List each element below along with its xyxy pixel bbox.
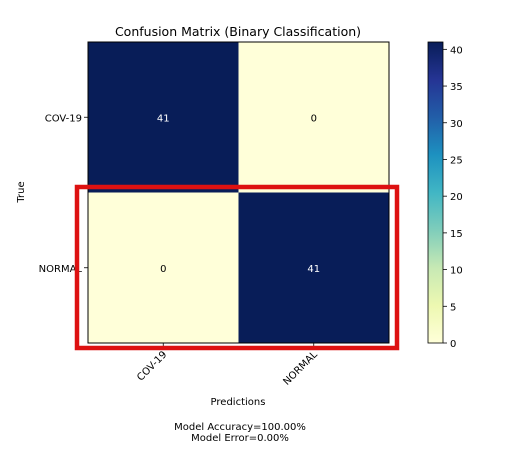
highlight-box: [74, 184, 400, 351]
heatmap-cell: [238, 192, 389, 343]
model-accuracy: Model Accuracy=100.00%: [174, 422, 306, 433]
colorbar-tick-label: 15: [450, 229, 463, 240]
cell-annotations: 41 0 0 41: [157, 113, 320, 275]
heatmap-cells: [88, 42, 389, 343]
model-error: Model Error=0.00%: [191, 433, 289, 444]
colorbar-tick-label: 10: [450, 266, 463, 277]
heatmap-cell: [88, 42, 239, 193]
colorbar: [427, 41, 444, 344]
colorbar-tick-label: 0: [450, 339, 456, 350]
y-tick-label: COV-19: [45, 113, 82, 124]
y-tick-labels: COV-19 NORMAL: [39, 113, 88, 275]
heatmap-cell: [238, 42, 389, 193]
cell-value-label: 0: [160, 264, 166, 275]
plot-frame: [87, 41, 390, 344]
colorbar-ticks: 0 5 10 15 20 25 30 35 40: [443, 45, 463, 350]
colorbar-tick-label: 35: [450, 82, 463, 93]
y-axis-label: True: [16, 181, 27, 203]
heatmap-cell: [88, 192, 239, 343]
chart-title: Confusion Matrix (Binary Classification): [115, 24, 361, 39]
colorbar-tick-label: 5: [450, 302, 456, 313]
cell-value-label: 0: [311, 113, 317, 124]
colorbar-tick-label: 25: [450, 155, 463, 166]
colorbar-tick-label: 30: [450, 119, 463, 130]
x-tick-label: NORMAL: [281, 349, 320, 388]
colorbar-tick-label: 40: [450, 45, 463, 56]
y-tick-label: NORMAL: [39, 264, 83, 275]
cell-value-label: 41: [157, 113, 170, 124]
x-axis-label: Predictions: [211, 397, 266, 408]
x-tick-label: COV-19: [135, 349, 169, 383]
cell-value-label: 41: [307, 264, 320, 275]
colorbar-tick-label: 20: [450, 192, 463, 203]
